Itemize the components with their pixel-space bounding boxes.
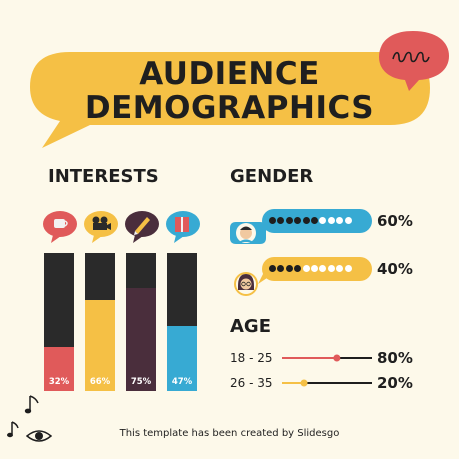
gender-percent-woman: 40%	[377, 260, 413, 278]
age-heading: AGE	[230, 316, 272, 337]
gender-dot-empty	[310, 265, 318, 272]
gender-dot-empty	[336, 217, 344, 224]
interest-bar-writing: 75%	[126, 253, 156, 391]
gender-dot-filled	[285, 217, 293, 224]
music-note-icon	[7, 421, 19, 438]
age-range-label: 18 - 25	[230, 351, 273, 365]
gender-dot-empty	[319, 217, 327, 224]
gender-dot-filled	[294, 265, 302, 272]
interest-bar-coffee: 32%	[44, 253, 74, 391]
interest-bar-fill	[44, 346, 74, 391]
footer-credit: This template has been created by Slides…	[119, 428, 340, 439]
gender-dot-filled	[269, 217, 276, 224]
gender-dot-filled	[302, 217, 310, 224]
interest-bar-fill	[167, 326, 197, 391]
gender-dot-empty	[319, 265, 327, 272]
eye-icon	[26, 430, 52, 442]
interest-bar-film: 66%	[85, 253, 115, 391]
interest-bar-fill	[126, 287, 156, 391]
age-slider-knob	[300, 379, 308, 387]
age-slider-knob	[333, 354, 341, 362]
interest-bar-fill	[85, 299, 115, 391]
gender-dots-man	[269, 217, 353, 224]
age-slider-26-35	[282, 379, 372, 387]
age-slider-18-25	[282, 354, 372, 362]
title-line-2: DEMOGRAPHICS	[84, 90, 375, 126]
gender-dot-filled	[294, 217, 302, 224]
music-note-icon	[24, 395, 39, 414]
interest-bar-label: 75%	[130, 377, 152, 387]
age-percent-label: 80%	[377, 349, 413, 367]
film-camera-icon	[84, 211, 118, 243]
gender-dot-filled	[277, 217, 285, 224]
gender-dot-filled	[285, 265, 293, 272]
gender-dot-filled	[277, 265, 285, 272]
gender-dot-filled	[269, 265, 276, 272]
book-icon	[166, 211, 200, 243]
interest-bar-label: 66%	[89, 377, 111, 387]
title-speech-bubble	[30, 52, 430, 148]
gender-heading: GENDER	[230, 166, 314, 187]
age-range-label: 26 - 35	[230, 376, 273, 390]
pen-icon	[125, 211, 159, 243]
gender-dot-empty	[327, 265, 335, 272]
gender-bubble-tail	[258, 272, 270, 284]
interest-bar-reading: 47%	[167, 253, 197, 391]
interests-heading: INTERESTS	[48, 166, 159, 187]
title-line-1: AUDIENCE	[139, 56, 320, 92]
gender-dots-woman	[269, 265, 353, 272]
gender-percent-man: 60%	[377, 212, 413, 230]
gender-bubble-tail	[258, 224, 270, 236]
gender-dot-filled	[310, 217, 318, 224]
man-avatar-icon	[230, 222, 266, 244]
interest-bar-label: 32%	[48, 377, 70, 387]
chat-bubble-icon	[379, 31, 449, 91]
interest-bar-label: 47%	[171, 377, 193, 387]
woman-avatar-icon	[234, 272, 258, 296]
age-percent-label: 20%	[377, 374, 413, 392]
gender-dot-empty	[302, 265, 310, 272]
gender-dot-empty	[344, 265, 352, 272]
coffee-cup-icon	[43, 211, 77, 243]
gender-dot-empty	[336, 265, 344, 272]
gender-dot-empty	[327, 217, 335, 224]
gender-dot-empty	[344, 217, 352, 224]
